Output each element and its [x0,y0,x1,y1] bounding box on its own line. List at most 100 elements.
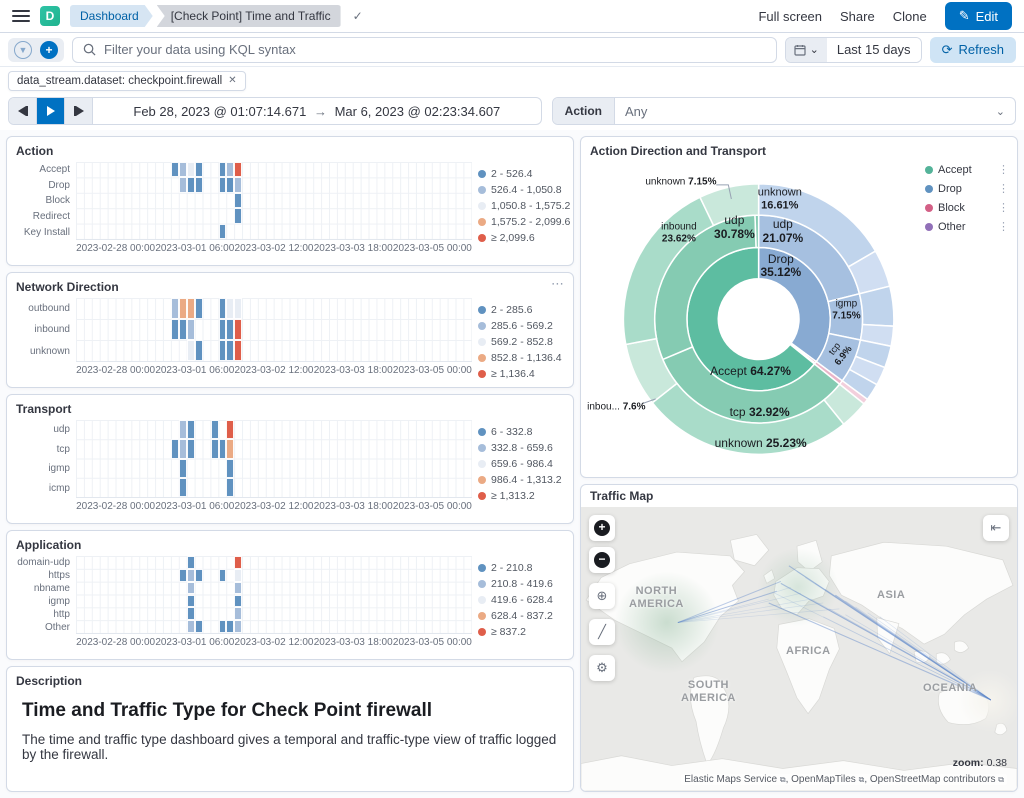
heatmap-cell[interactable] [186,556,195,569]
legend-item[interactable]: 1,575.2 - 2,099.6 [478,216,570,228]
share-link[interactable]: Share [840,8,875,24]
heatmap-cell[interactable] [194,298,203,319]
heatmap-cell[interactable] [226,620,235,633]
heatmap-cell[interactable] [226,439,235,459]
skip-previous-button[interactable] [9,98,37,124]
heatmap-plot[interactable] [76,298,472,362]
legend-item[interactable]: 285.6 - 569.2 [478,320,564,332]
heatmap-cell[interactable] [234,319,243,340]
heatmap-cell[interactable] [178,420,187,440]
heatmap-cell[interactable] [178,458,187,478]
heatmap-cell[interactable] [171,319,179,340]
heatmap-cell[interactable] [226,319,235,340]
remove-filter-icon[interactable]: ✕ [228,75,237,86]
edit-button[interactable]: ✎ Edit [944,2,1012,30]
pie-legend-item[interactable]: Other ⋮ [925,220,1009,233]
skip-next-button[interactable] [65,98,93,124]
legend-item[interactable]: 986.4 - 1,313.2 [478,474,564,486]
heatmap-cell[interactable] [194,177,203,193]
deployment-logo[interactable]: D [40,6,60,26]
heatmap-plot[interactable] [76,420,472,498]
heatmap-cell[interactable] [186,568,195,582]
legend-item[interactable]: 628.4 - 837.2 [478,610,564,622]
heatmap-cell[interactable] [226,162,235,178]
heatmap-cell[interactable] [186,162,195,178]
pie-legend-item[interactable]: Block ⋮ [925,201,1009,214]
heatmap-cell[interactable] [210,420,219,440]
legend-item-menu-icon[interactable]: ⋮ [998,164,1009,176]
map-tools-icon[interactable]: ⚙ [589,655,615,681]
heatmap-cell[interactable] [234,208,243,224]
heatmap-cell[interactable] [234,568,243,582]
heatmap-cell[interactable] [178,177,187,193]
heatmap-cell[interactable] [186,319,195,340]
time-range-button[interactable]: Last 15 days [826,37,921,62]
filter-pill[interactable]: data_stream.dataset: checkpoint.firewall… [8,70,246,91]
legend-item[interactable]: 2 - 210.8 [478,562,564,574]
heatmap-cell[interactable] [178,298,187,319]
refresh-button[interactable]: ⟳ Refresh [929,36,1016,63]
heatmap-cell[interactable] [186,439,195,459]
heatmap-cell[interactable] [226,458,235,478]
heatmap-cell[interactable] [171,298,179,319]
heatmap-cell[interactable] [234,298,243,319]
panel-options-icon[interactable]: ⋯ [551,276,565,291]
legend-item[interactable]: 419.6 - 628.4 [478,594,564,606]
heatmap-plot[interactable] [76,556,472,634]
heatmap-cell[interactable] [234,340,243,361]
heatmap-cell[interactable] [178,319,187,340]
clone-link[interactable]: Clone [892,8,927,24]
legend-item[interactable]: 2 - 526.4 [478,168,564,180]
heatmap-cell[interactable] [186,620,195,633]
legend-item[interactable]: 210.8 - 419.6 [478,578,564,590]
heatmap-cell[interactable] [218,340,227,361]
heatmap-cell[interactable] [194,162,203,178]
heatmap-cell[interactable] [178,162,187,178]
heatmap-cell[interactable] [234,177,243,193]
heatmap-cell[interactable] [178,477,187,497]
heatmap-cell[interactable] [171,162,179,178]
legend-item[interactable]: ≥ 2,099.6 [478,232,564,244]
heatmap-cell[interactable] [234,607,243,621]
heatmap-cell[interactable] [218,319,227,340]
legend-item-menu-icon[interactable]: ⋮ [998,183,1009,195]
legend-item[interactable]: 6 - 332.8 [478,426,564,438]
action-dropdown[interactable]: Action Any ⌄ [551,97,1016,125]
heatmap-cell[interactable] [186,607,195,621]
legend-item[interactable]: 852.8 - 1,136.4 [478,352,564,364]
play-button[interactable] [37,98,65,124]
heatmap-cell[interactable] [186,581,195,595]
heatmap-cell[interactable] [186,594,195,608]
heatmap-cell[interactable] [218,568,227,582]
heatmap-cell[interactable] [186,340,195,361]
heatmap-cell[interactable] [186,298,195,319]
attribution-link[interactable]: OpenStreetMap contributors [869,774,996,785]
heatmap-plot[interactable] [76,162,472,240]
legend-item[interactable]: 659.6 - 986.4 [478,458,564,470]
heatmap-cell[interactable] [178,439,187,459]
heatmap-cell[interactable] [226,477,235,497]
legend-item[interactable]: ≥ 1,313.2 [478,490,564,502]
heatmap-cell[interactable] [218,298,227,319]
attribution-link[interactable]: Elastic Maps Service [684,774,778,785]
map-zoom-in-button[interactable]: + [589,515,615,541]
heatmap-cell[interactable] [218,620,227,633]
breadcrumb-dashboard[interactable]: Dashboard [70,5,153,27]
heatmap-cell[interactable] [178,568,187,582]
heatmap-cell[interactable] [226,420,235,440]
map-canvas[interactable]: + − ⊕ ╱ ⚙ ⇤ NORTH AMERICA SOUTH AMERICA AF… [581,507,1017,791]
heatmap-cell[interactable] [234,620,243,633]
breadcrumb-current-dashboard[interactable]: [Check Point] Time and Traffic [156,5,341,27]
map-measure-icon[interactable]: ╱ [589,619,615,645]
heatmap-cell[interactable] [210,439,219,459]
heatmap-cell[interactable] [218,439,227,459]
heatmap-cell[interactable] [226,340,235,361]
legend-item[interactable]: 2 - 285.6 [478,304,564,316]
legend-item[interactable]: ≥ 837.2 [478,626,564,638]
heatmap-cell[interactable] [234,594,243,608]
heatmap-cell[interactable] [194,620,203,633]
menu-hamburger-icon[interactable] [12,10,30,22]
legend-item-menu-icon[interactable]: ⋮ [998,202,1009,214]
kql-search-input[interactable] [104,42,766,57]
map-zoom-out-button[interactable]: − [589,547,615,573]
